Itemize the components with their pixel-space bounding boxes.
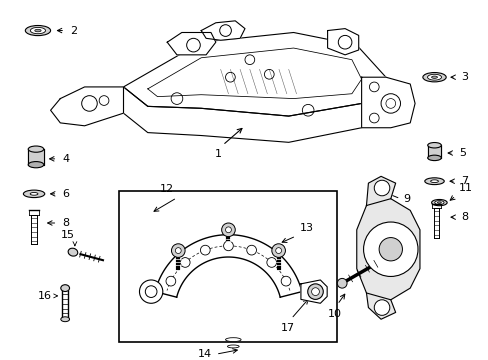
- Text: 9: 9: [403, 194, 410, 204]
- Text: 14: 14: [198, 349, 211, 359]
- Circle shape: [171, 244, 185, 257]
- Text: 4: 4: [62, 154, 69, 164]
- Text: 13: 13: [300, 223, 313, 233]
- Ellipse shape: [35, 29, 41, 32]
- Ellipse shape: [434, 201, 443, 204]
- Circle shape: [373, 300, 389, 315]
- Ellipse shape: [431, 76, 437, 78]
- Circle shape: [275, 248, 281, 253]
- Ellipse shape: [431, 199, 446, 206]
- Ellipse shape: [227, 345, 239, 348]
- Text: 3: 3: [460, 72, 467, 82]
- Circle shape: [337, 278, 346, 288]
- Circle shape: [246, 245, 256, 255]
- Circle shape: [200, 245, 210, 255]
- Text: 10: 10: [327, 309, 341, 319]
- Ellipse shape: [427, 155, 441, 161]
- Circle shape: [307, 284, 323, 300]
- Circle shape: [139, 280, 163, 303]
- Circle shape: [165, 276, 175, 286]
- Ellipse shape: [437, 202, 441, 203]
- Circle shape: [221, 223, 235, 237]
- Polygon shape: [300, 280, 326, 303]
- Ellipse shape: [225, 338, 241, 342]
- Text: 6: 6: [62, 189, 69, 199]
- Circle shape: [266, 258, 276, 267]
- Text: 8: 8: [460, 212, 467, 222]
- Ellipse shape: [228, 352, 237, 355]
- Polygon shape: [123, 32, 385, 116]
- Polygon shape: [356, 199, 419, 300]
- Ellipse shape: [28, 146, 44, 152]
- Text: 15: 15: [61, 230, 75, 240]
- Circle shape: [363, 222, 417, 276]
- Polygon shape: [155, 235, 301, 297]
- Text: 12: 12: [160, 184, 174, 194]
- Circle shape: [311, 288, 319, 296]
- Polygon shape: [366, 293, 395, 319]
- Ellipse shape: [229, 359, 236, 360]
- Ellipse shape: [28, 162, 44, 168]
- Circle shape: [225, 227, 231, 233]
- Text: 5: 5: [458, 148, 465, 158]
- Ellipse shape: [430, 180, 438, 183]
- Ellipse shape: [30, 193, 38, 195]
- Circle shape: [373, 180, 389, 196]
- Ellipse shape: [68, 248, 78, 256]
- Polygon shape: [50, 87, 123, 126]
- Text: 11: 11: [458, 183, 472, 193]
- Text: 16: 16: [38, 291, 51, 301]
- Polygon shape: [167, 32, 215, 55]
- Ellipse shape: [23, 190, 45, 198]
- Ellipse shape: [424, 178, 443, 185]
- Text: 17: 17: [281, 323, 295, 333]
- Circle shape: [180, 258, 190, 267]
- Text: 1: 1: [215, 149, 222, 159]
- Ellipse shape: [30, 27, 45, 34]
- Ellipse shape: [61, 317, 69, 321]
- Polygon shape: [366, 176, 395, 206]
- Polygon shape: [123, 87, 361, 142]
- Circle shape: [378, 238, 402, 261]
- Polygon shape: [201, 21, 244, 40]
- Circle shape: [281, 276, 290, 286]
- Ellipse shape: [61, 285, 69, 292]
- Polygon shape: [361, 77, 414, 128]
- Circle shape: [223, 241, 233, 251]
- Bar: [427, 145, 441, 158]
- Circle shape: [175, 248, 181, 253]
- Ellipse shape: [422, 72, 445, 82]
- Text: 8: 8: [62, 218, 69, 228]
- Ellipse shape: [25, 26, 50, 36]
- Ellipse shape: [427, 74, 441, 80]
- Text: 7: 7: [460, 176, 467, 186]
- Bar: [28, 149, 44, 165]
- Text: 2: 2: [70, 26, 77, 36]
- Circle shape: [271, 244, 285, 257]
- Bar: [119, 191, 337, 342]
- Polygon shape: [147, 48, 361, 99]
- Ellipse shape: [427, 143, 441, 148]
- Polygon shape: [327, 28, 358, 55]
